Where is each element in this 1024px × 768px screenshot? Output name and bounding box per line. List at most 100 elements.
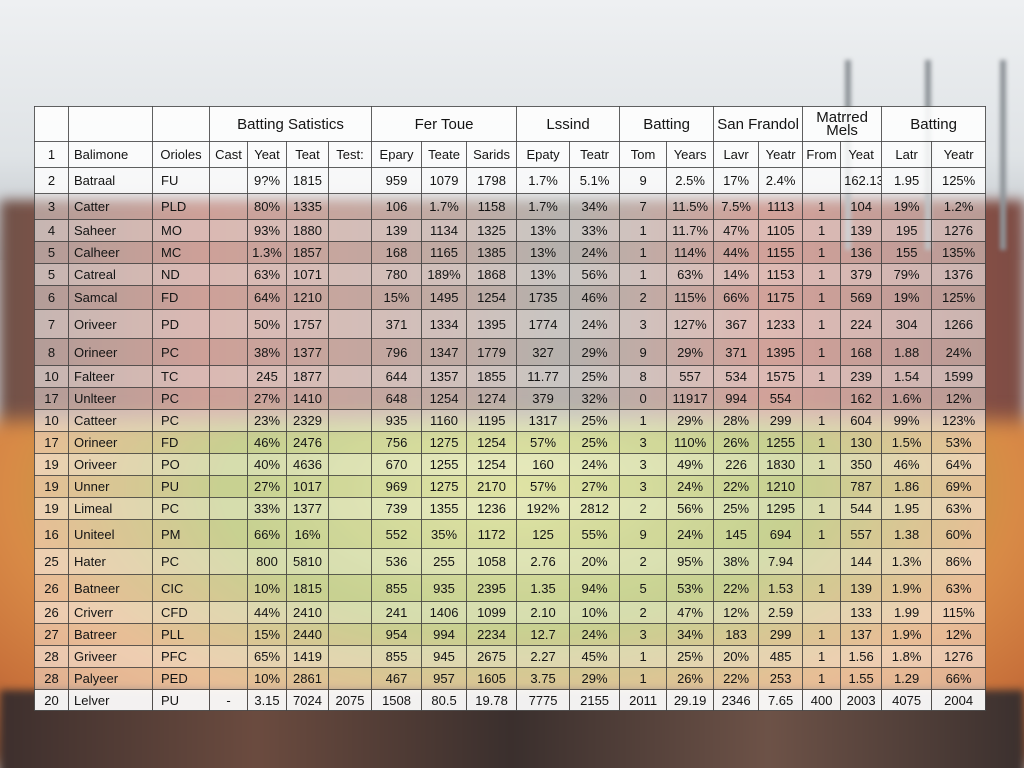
table-cell: 5810 (286, 548, 329, 575)
table-row: 19 Unner PU 27% 1017 969 1275 2170 57% 27% 3 24% 22%… (34, 475, 987, 498)
table-cell: 1275 (421, 431, 468, 454)
table-cell: 4 (34, 219, 69, 242)
table-cell: 2812 (569, 497, 621, 520)
table-cell: 1210 (286, 285, 329, 310)
table-cell: PC (152, 548, 210, 575)
table-cell: 1275 (421, 475, 468, 498)
table-cell (209, 519, 248, 549)
table-cell: 855 (371, 574, 423, 602)
table-cell: 644 (371, 365, 423, 388)
subheader-cell: Latr (881, 141, 933, 168)
table-cell: 40% (247, 453, 287, 476)
table-cell: 115% (931, 601, 987, 624)
table-cell: 104 (840, 193, 883, 220)
table-row: 3 Catter PLD 80% 1335 106 1.7% 1158 1.7% 34% 7 11.5… (34, 193, 987, 220)
table-cell: 1.29 (881, 667, 933, 690)
table-cell (327, 623, 373, 646)
table-cell (802, 548, 842, 575)
table-cell: 110% (666, 431, 715, 454)
table-cell: 2440 (286, 623, 329, 646)
table-cell: 1 (802, 309, 842, 339)
table-cell: 2410 (286, 601, 329, 624)
table-cell: 1 (802, 193, 842, 220)
table-cell: 10 (34, 409, 69, 432)
table-cell: 945 (421, 645, 468, 668)
table-cell: 1395 (466, 309, 518, 339)
table-cell: 125% (931, 167, 987, 194)
table-cell (327, 409, 373, 432)
table-cell: PC (152, 497, 210, 520)
table-cell: 3 (619, 623, 668, 646)
table-cell: 1.3% (247, 241, 287, 264)
table-cell: 2.59 (758, 601, 804, 624)
table-cell: 1.55 (840, 667, 883, 690)
table-cell: 994 (421, 623, 468, 646)
table-cell: 1 (802, 667, 842, 690)
subheader-cell: Orioles (152, 141, 210, 168)
table-cell: 25% (569, 365, 621, 388)
table-cell: 20% (713, 645, 760, 668)
table-cell: 33% (247, 497, 287, 520)
table-cell (209, 193, 248, 220)
table-row: 28 Palyeer PED 10% 2861 467 957 1605 3.75 29% 1 26%… (34, 667, 987, 690)
table-cell: 11.7% (666, 219, 715, 242)
table-cell: 47% (713, 219, 760, 242)
table-cell (802, 475, 842, 498)
table-cell: 554 (758, 387, 804, 410)
subheader-cell: Teate (421, 141, 468, 168)
table-cell: 114% (666, 241, 715, 264)
table-cell: 11.5% (666, 193, 715, 220)
table-row: 16 Uniteel PM 66% 16% 552 35% 1172 125 55% 9 24% 145… (34, 519, 987, 549)
table-cell: 19 (34, 475, 69, 498)
table-cell (327, 431, 373, 454)
table-cell: 1210 (758, 475, 804, 498)
table-cell: 64% (931, 453, 987, 476)
table-cell: 1.86 (881, 475, 933, 498)
table-cell: 1815 (286, 167, 329, 194)
table-cell: 15% (247, 623, 287, 646)
table-cell: 1376 (931, 263, 987, 286)
table-cell: TC (152, 365, 210, 388)
table-cell (209, 623, 248, 646)
table-cell: 1.9% (881, 574, 933, 602)
table-cell: Samcal (68, 285, 153, 310)
subheader-cell: Balimone (68, 141, 153, 168)
subheader-cell: Yeat (247, 141, 287, 168)
table-cell: 2.10 (516, 601, 571, 624)
table-cell: 1254 (466, 285, 518, 310)
table-cell: 2675 (466, 645, 518, 668)
table-cell: 66% (247, 519, 287, 549)
table-cell: 3.15 (247, 689, 287, 711)
table-cell: 467 (371, 667, 423, 690)
table-cell: 7024 (286, 689, 329, 711)
table-cell: 1165 (421, 241, 468, 264)
table-cell: 7 (34, 309, 69, 339)
table-cell: 35% (421, 519, 468, 549)
table-cell: 2004 (931, 689, 987, 711)
table-cell: PC (152, 338, 210, 366)
table-cell (327, 387, 373, 410)
table-cell: 1735 (516, 285, 571, 310)
table-cell (209, 167, 248, 194)
subheader-cell: Tom (619, 141, 668, 168)
subheader-cell: Yeatr (931, 141, 987, 168)
table-cell: 969 (371, 475, 423, 498)
table-cell: 1.7% (516, 167, 571, 194)
table-cell: 38% (247, 338, 287, 366)
subheader-cell: Teatr (569, 141, 621, 168)
table-cell: 1575 (758, 365, 804, 388)
table-cell: 9?% (247, 167, 287, 194)
table-row: 19 Oriveer PO 40% 4636 670 1255 1254 160 24% 3 49% 2… (34, 453, 987, 476)
table-cell (327, 519, 373, 549)
table-cell: 371 (713, 338, 760, 366)
table-cell: 2075 (327, 689, 373, 711)
table-cell: 1880 (286, 219, 329, 242)
table-cell: PU (152, 689, 210, 711)
table-cell: PD (152, 309, 210, 339)
subheader-cell: Yeat (840, 141, 883, 168)
table-cell: 130 (840, 431, 883, 454)
table-cell: 1599 (931, 365, 987, 388)
table-cell: 5 (619, 574, 668, 602)
table-cell: 1.5% (881, 431, 933, 454)
table-cell: 46% (881, 453, 933, 476)
